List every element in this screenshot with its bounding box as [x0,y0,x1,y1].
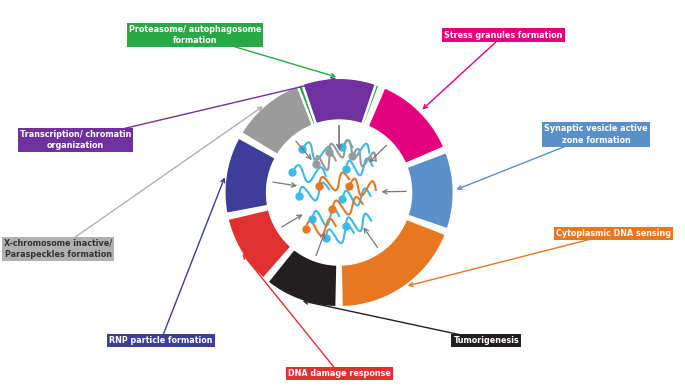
Text: Stress granules formation: Stress granules formation [445,30,562,40]
PathPatch shape [227,209,292,279]
Ellipse shape [267,121,411,265]
PathPatch shape [224,137,276,214]
Text: RNP particle formation: RNP particle formation [109,336,213,345]
Text: Transcription/ chromatin
organization: Transcription/ chromatin organization [20,130,131,151]
Text: Cytoplasmic DNA sensing: Cytoplasmic DNA sensing [556,229,671,238]
PathPatch shape [297,78,379,126]
PathPatch shape [340,219,446,307]
PathPatch shape [267,249,338,307]
PathPatch shape [302,78,376,124]
Text: Synaptic vesicle active
zone formation: Synaptic vesicle active zone formation [544,124,648,145]
Text: Proteasome/ autophagosome
formation: Proteasome/ autophagosome formation [129,25,262,46]
PathPatch shape [241,86,313,155]
Text: X-chromosome inactive/
Paraspeckles formation: X-chromosome inactive/ Paraspeckles form… [4,238,112,259]
Text: Tumorigenesis: Tumorigenesis [453,336,519,345]
PathPatch shape [406,152,454,230]
PathPatch shape [367,87,445,164]
Text: DNA damage response: DNA damage response [288,369,390,378]
